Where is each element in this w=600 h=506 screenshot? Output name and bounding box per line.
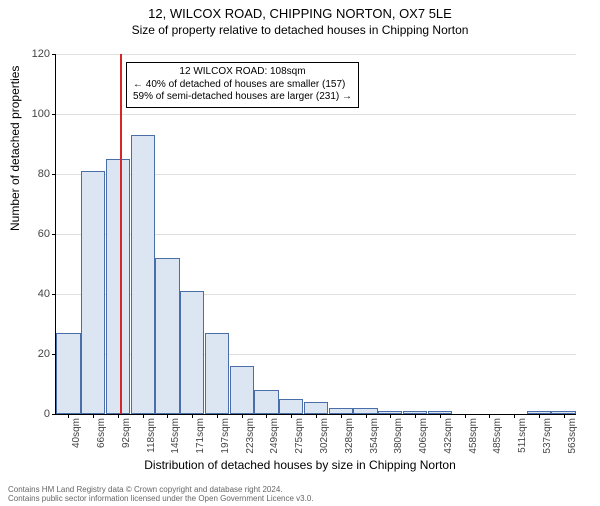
xtick-mark bbox=[465, 414, 466, 418]
histogram-bar bbox=[279, 399, 303, 414]
xtick-label: 458sqm bbox=[468, 418, 479, 454]
xtick-label: 537sqm bbox=[542, 418, 553, 454]
ytick-mark bbox=[52, 234, 56, 235]
ytick-mark bbox=[52, 414, 56, 415]
footer-attribution: Contains HM Land Registry data © Crown c… bbox=[8, 485, 314, 504]
xtick-label: 380sqm bbox=[393, 418, 404, 454]
histogram-bar bbox=[106, 159, 130, 414]
xtick-mark bbox=[489, 414, 490, 418]
xtick-label: 354sqm bbox=[369, 418, 380, 454]
xtick-mark bbox=[93, 414, 94, 418]
ytick-label: 0 bbox=[20, 408, 50, 420]
xtick-mark bbox=[118, 414, 119, 418]
xtick-label: 223sqm bbox=[245, 418, 256, 454]
ytick-mark bbox=[52, 54, 56, 55]
xtick-label: 40sqm bbox=[71, 418, 82, 448]
histogram-bar bbox=[81, 171, 105, 414]
ytick-label: 120 bbox=[20, 48, 50, 60]
xtick-mark bbox=[192, 414, 193, 418]
xtick-label: 485sqm bbox=[492, 418, 503, 454]
xtick-mark bbox=[143, 414, 144, 418]
xtick-label: 118sqm bbox=[146, 418, 157, 453]
ytick-label: 80 bbox=[20, 168, 50, 180]
chart-container: 12, WILCOX ROAD, CHIPPING NORTON, OX7 5L… bbox=[0, 6, 600, 506]
chart-area: 40sqm66sqm92sqm118sqm145sqm171sqm197sqm2… bbox=[55, 54, 575, 414]
ytick-label: 60 bbox=[20, 228, 50, 240]
title-address: 12, WILCOX ROAD, CHIPPING NORTON, OX7 5L… bbox=[0, 6, 600, 21]
xtick-mark bbox=[68, 414, 69, 418]
xtick-label: 197sqm bbox=[220, 418, 231, 454]
ytick-mark bbox=[52, 174, 56, 175]
histogram-bar bbox=[56, 333, 80, 414]
xtick-mark bbox=[167, 414, 168, 418]
xtick-label: 92sqm bbox=[121, 418, 132, 448]
ytick-mark bbox=[52, 114, 56, 115]
annotation-line: 59% of semi-detached houses are larger (… bbox=[133, 91, 352, 104]
ytick-label: 40 bbox=[20, 288, 50, 300]
xtick-mark bbox=[514, 414, 515, 418]
gridline bbox=[56, 54, 576, 55]
histogram-bar bbox=[205, 333, 229, 414]
xtick-label: 66sqm bbox=[96, 418, 107, 448]
annotation-line: ← 40% of detached of houses are smaller … bbox=[133, 79, 352, 92]
annotation-box: 12 WILCOX ROAD: 108sqm← 40% of detached … bbox=[126, 62, 359, 108]
histogram-bar bbox=[254, 390, 278, 414]
histogram-bar bbox=[131, 135, 155, 414]
histogram-bar bbox=[304, 402, 328, 414]
histogram-bar bbox=[180, 291, 204, 414]
gridline bbox=[56, 114, 576, 115]
xtick-label: 275sqm bbox=[294, 418, 305, 454]
xtick-mark bbox=[341, 414, 342, 418]
xtick-mark bbox=[217, 414, 218, 418]
histogram-bar bbox=[230, 366, 254, 414]
xtick-mark bbox=[539, 414, 540, 418]
xtick-label: 171sqm bbox=[195, 418, 206, 454]
ytick-label: 100 bbox=[20, 108, 50, 120]
annotation-line: 12 WILCOX ROAD: 108sqm bbox=[133, 66, 352, 79]
xtick-mark bbox=[266, 414, 267, 418]
xtick-mark bbox=[316, 414, 317, 418]
ytick-label: 20 bbox=[20, 348, 50, 360]
xtick-mark bbox=[366, 414, 367, 418]
xtick-label: 563sqm bbox=[567, 418, 578, 454]
xtick-label: 406sqm bbox=[418, 418, 429, 454]
xtick-mark bbox=[242, 414, 243, 418]
y-axis-label: Number of detached properties bbox=[8, 66, 22, 231]
ytick-mark bbox=[52, 294, 56, 295]
xtick-mark bbox=[564, 414, 565, 418]
xtick-label: 511sqm bbox=[517, 418, 528, 453]
footer-line2: Contains public sector information licen… bbox=[8, 494, 314, 504]
title-subtitle: Size of property relative to detached ho… bbox=[0, 23, 600, 37]
x-axis-label: Distribution of detached houses by size … bbox=[0, 458, 600, 472]
plot-area: 40sqm66sqm92sqm118sqm145sqm171sqm197sqm2… bbox=[55, 54, 576, 415]
footer-line1: Contains HM Land Registry data © Crown c… bbox=[8, 485, 314, 495]
xtick-mark bbox=[440, 414, 441, 418]
xtick-mark bbox=[390, 414, 391, 418]
marker-line bbox=[120, 54, 122, 414]
xtick-label: 328sqm bbox=[344, 418, 355, 454]
xtick-label: 432sqm bbox=[443, 418, 454, 454]
xtick-label: 145sqm bbox=[170, 418, 181, 454]
xtick-label: 249sqm bbox=[269, 418, 280, 454]
xtick-label: 302sqm bbox=[319, 418, 330, 454]
histogram-bar bbox=[155, 258, 179, 414]
xtick-mark bbox=[415, 414, 416, 418]
xtick-mark bbox=[291, 414, 292, 418]
